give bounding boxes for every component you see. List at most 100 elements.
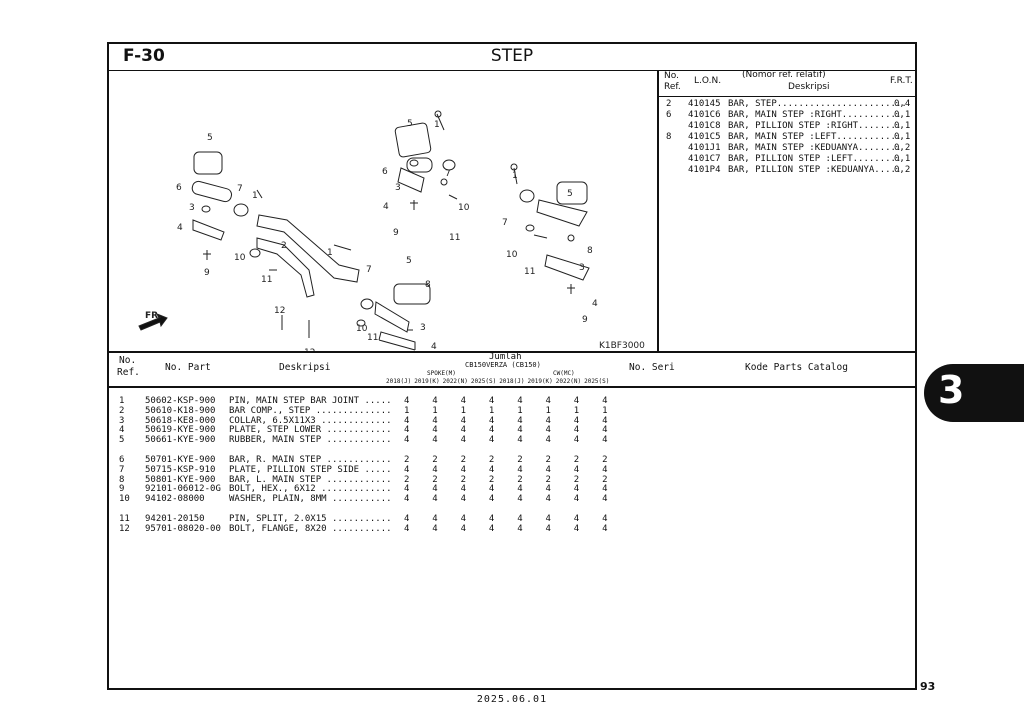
row-qty: 4	[460, 396, 467, 406]
row-qty: 4	[602, 464, 608, 475]
row-qty: 4	[517, 415, 523, 426]
row-qty: 4	[517, 464, 523, 475]
row-part-number: 95701-08020-00	[145, 523, 221, 534]
row-description: BAR COMP., STEP ..............	[229, 405, 392, 416]
table-row: 8 50801-KYE-900 BAR, L. MAIN STEP ........…	[109, 475, 915, 485]
row-description: RUBBER, MAIN STEP ............	[229, 435, 392, 446]
row-qty: 4	[488, 396, 495, 406]
row-description: WASHER, PLAIN, 8MM ...........	[229, 494, 392, 505]
row-qty: 4	[460, 484, 467, 495]
row-qty: 4	[573, 435, 580, 446]
svg-text:11: 11	[449, 233, 460, 243]
row-qty: 2	[545, 474, 551, 485]
row-qty: 4	[404, 514, 410, 524]
svg-text:12: 12	[274, 306, 285, 316]
svg-text:9: 9	[204, 268, 210, 278]
row-qty: 2	[517, 474, 523, 485]
svg-text:11: 11	[261, 275, 272, 285]
row-ref: 3	[119, 415, 125, 426]
svg-text:5: 5	[567, 189, 573, 199]
row-description: BAR, L. MAIN STEP ............	[229, 474, 392, 485]
ref-row-frt: 0,4	[894, 99, 911, 109]
section-tab: 3	[924, 364, 1024, 422]
row-qty: 2	[432, 455, 438, 465]
row-qty: 4	[545, 396, 551, 406]
row-qty: 4	[404, 396, 410, 406]
row-qty: 4	[602, 484, 608, 495]
row-qty: 4	[488, 494, 495, 505]
svg-text:7: 7	[502, 218, 508, 228]
row-part-number: 50801-KYE-900	[145, 474, 216, 485]
row-description: PLATE, STEP LOWER ............	[229, 425, 392, 436]
table-row: 10 94102-08000 WASHER, PLAIN, 8MM ........…	[109, 494, 915, 504]
year-column-header: 2025(S)	[584, 378, 610, 385]
row-qty: 4	[517, 425, 523, 436]
row-ref: 12	[119, 523, 130, 534]
row-qty: 4	[602, 514, 608, 524]
row-qty: 2	[460, 455, 467, 465]
svg-text:6: 6	[382, 167, 388, 177]
row-qty: 2	[404, 474, 410, 485]
row-ref: 7	[119, 464, 125, 475]
ref-row-lon: 4101P4	[688, 165, 721, 175]
ref-row-frt: 0,2	[894, 143, 911, 153]
row-qty: 4	[404, 425, 410, 436]
direction-label: FR.	[145, 311, 162, 321]
row-qty: 2	[602, 474, 608, 485]
row-qty: 4	[460, 464, 467, 475]
row-qty: 4	[545, 514, 551, 524]
row-qty: 4	[432, 523, 438, 534]
row-qty: 1	[517, 405, 523, 416]
print-date: 2025.06.01	[476, 694, 548, 705]
ref-row-no: 2	[666, 99, 672, 109]
ref-row-frt: 0,1	[894, 154, 911, 164]
row-qty: 4	[488, 523, 495, 534]
row-qty: 1	[488, 405, 495, 416]
row-qty: 4	[573, 523, 580, 534]
ref-row-frt: 0,1	[894, 132, 911, 142]
row-qty: 4	[517, 396, 523, 406]
ref-row-frt: 0,2	[894, 165, 911, 175]
year-column-header: 2018(J)	[386, 378, 412, 385]
row-qty: 4	[573, 494, 580, 505]
figure-code: F-30	[123, 46, 165, 66]
row-qty: 4	[517, 435, 523, 446]
svg-text:9: 9	[582, 315, 588, 325]
row-qty: 4	[460, 435, 467, 446]
svg-text:7: 7	[445, 169, 451, 179]
row-qty: 4	[517, 494, 523, 505]
step-lower-plate-left	[192, 219, 225, 241]
table-row: 6 50701-KYE-900 BAR, R. MAIN STEP ........…	[109, 455, 915, 465]
ref-row-desc: BAR, MAIN STEP :RIGHT...........	[728, 110, 902, 120]
row-qty: 4	[573, 514, 580, 524]
row-part-number: 50610-K18-900	[145, 405, 216, 416]
row-qty: 4	[460, 415, 467, 426]
ref-row-lon: 4101C5	[688, 132, 721, 142]
year-column-header: 2019(K)	[527, 378, 553, 385]
row-qty: 4	[432, 464, 438, 475]
row-qty: 1	[404, 405, 410, 416]
svg-text:7: 7	[237, 184, 243, 194]
svg-text:6: 6	[176, 183, 182, 193]
row-qty: 4	[432, 494, 438, 505]
row-qty: 4	[432, 484, 438, 495]
row-qty: 4	[517, 523, 523, 534]
row-qty: 4	[545, 523, 551, 534]
table-row: 4 50619-KYE-900 PLATE, STEP LOWER ........…	[109, 425, 915, 435]
table-row: 7 50715-KSP-910 PLATE, PILLION STEP SIDE .…	[109, 465, 915, 475]
svg-text:1: 1	[512, 171, 518, 181]
svg-text:5: 5	[406, 256, 412, 266]
year-column-header: 2019(K)	[414, 378, 440, 385]
row-description: BAR, R. MAIN STEP ............	[229, 455, 392, 465]
row-qty: 4	[573, 425, 580, 436]
row-qty: 2	[517, 455, 523, 465]
row-qty: 4	[545, 494, 551, 505]
row-qty: 4	[545, 415, 551, 426]
svg-text:8: 8	[425, 280, 431, 290]
row-qty: 4	[404, 415, 410, 426]
main-step-bar-left	[191, 180, 233, 203]
ref-row-no: 6	[666, 110, 672, 120]
row-qty: 1	[573, 405, 580, 416]
row-qty: 4	[488, 514, 495, 524]
